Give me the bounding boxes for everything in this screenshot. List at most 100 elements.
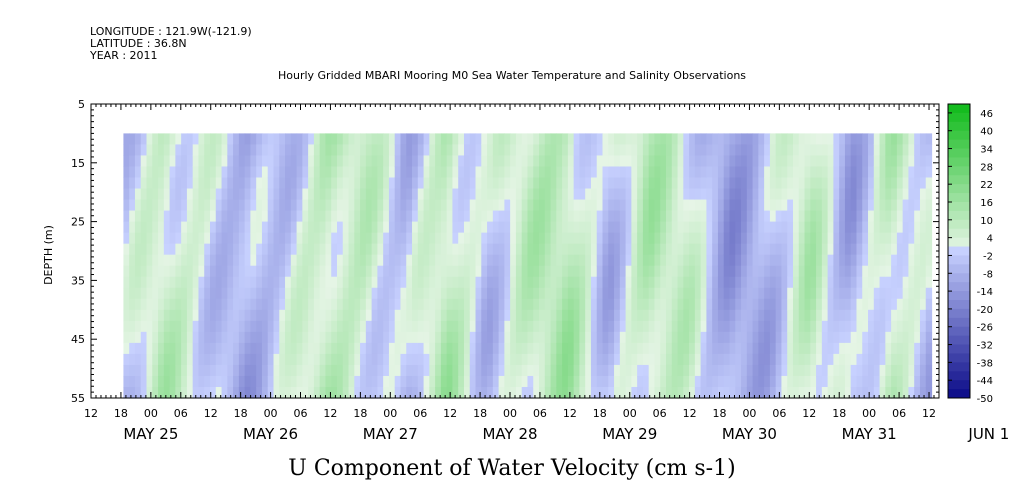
heatmap-cell: [821, 210, 829, 223]
heatmap-cell: [816, 331, 823, 344]
heatmap-cell: [435, 331, 442, 344]
heatmap-cell: [463, 144, 471, 157]
heatmap-cell: [746, 144, 754, 157]
heatmap-cell: [285, 298, 292, 311]
heatmap-cell: [637, 188, 644, 201]
heatmap-cell: [533, 298, 540, 311]
heatmap-cell: [590, 386, 598, 399]
heatmap-cell: [400, 320, 407, 333]
heatmap-cell: [331, 375, 338, 388]
heatmap-cell: [908, 144, 915, 157]
heatmap-cell: [435, 188, 442, 201]
heatmap-cell: [896, 320, 904, 333]
heatmap-cell: [233, 265, 240, 278]
heatmap-cell: [475, 364, 482, 377]
colorbar-segment: [948, 291, 970, 301]
heatmap-cell: [152, 364, 159, 377]
heatmap-cell: [833, 342, 840, 355]
heatmap-cell: [868, 254, 875, 267]
heatmap-cell: [527, 265, 534, 278]
heatmap-cell: [342, 133, 350, 146]
heatmap-cell: [902, 199, 910, 212]
heatmap-cell: [637, 221, 644, 234]
heatmap-cell: [798, 276, 806, 289]
heatmap-cell: [735, 353, 742, 366]
heatmap-cell: [360, 144, 367, 157]
heatmap-cell: [631, 210, 638, 223]
heatmap-cell: [792, 177, 800, 190]
heatmap-cell: [902, 232, 910, 245]
heatmap-cell: [163, 188, 171, 201]
heatmap-cell: [787, 309, 794, 322]
heatmap-cell: [746, 309, 754, 322]
heatmap-cell: [406, 221, 413, 234]
heatmap-cell: [221, 353, 228, 366]
heatmap-cell: [896, 210, 904, 223]
heatmap-cell: [481, 276, 488, 289]
heatmap-cell: [325, 210, 332, 223]
heatmap-cell: [238, 353, 246, 366]
heatmap-cell: [204, 331, 211, 344]
heatmap-cell: [683, 254, 690, 267]
heatmap-cell: [250, 221, 257, 234]
heatmap-cell: [619, 342, 627, 355]
heatmap-cell: [625, 375, 632, 388]
heatmap-cell: [261, 144, 269, 157]
heatmap-cell: [163, 265, 171, 278]
x-date-label: MAY 29: [602, 425, 657, 443]
heatmap-cell: [775, 210, 783, 223]
heatmap-cell: [712, 287, 719, 300]
heatmap-cell: [515, 232, 523, 245]
heatmap-cell: [146, 133, 153, 146]
heatmap-cell: [296, 188, 303, 201]
heatmap-cell: [158, 342, 165, 355]
heatmap-cell: [850, 309, 858, 322]
heatmap-cell: [244, 287, 252, 300]
heatmap-cell: [250, 342, 257, 355]
heatmap-cell: [452, 177, 459, 190]
x-tick-label: 00: [144, 407, 158, 420]
heatmap-cell: [140, 309, 148, 322]
heatmap-cell: [504, 254, 511, 267]
heatmap-cell: [463, 221, 471, 234]
heatmap-cell: [186, 287, 194, 300]
heatmap-cell: [423, 320, 430, 333]
heatmap-cell: [787, 210, 794, 223]
heatmap-cell: [319, 353, 327, 366]
heatmap-cell: [567, 287, 575, 300]
heatmap-cell: [741, 353, 748, 366]
heatmap-cell: [181, 188, 188, 201]
heatmap-cell: [371, 221, 378, 234]
heatmap-cell: [394, 320, 402, 333]
heatmap-cell: [700, 342, 707, 355]
heatmap-cell: [694, 353, 702, 366]
heatmap-cell: [590, 342, 598, 355]
heatmap-cell: [244, 353, 252, 366]
heatmap-cell: [533, 386, 540, 399]
heatmap-cell: [804, 199, 811, 212]
heatmap-cell: [123, 133, 130, 146]
heatmap-cell: [169, 298, 176, 311]
heatmap-cell: [839, 364, 846, 377]
heatmap-cell: [579, 243, 586, 256]
heatmap-cell: [648, 298, 656, 311]
heatmap-cell: [504, 133, 511, 146]
heatmap-cell: [758, 144, 765, 157]
heatmap-cell: [140, 133, 148, 146]
heatmap-cell: [354, 298, 361, 311]
heatmap-cell: [925, 342, 933, 355]
heatmap-cell: [302, 243, 309, 256]
heatmap-cell: [123, 320, 130, 333]
heatmap-cell: [134, 375, 142, 388]
heatmap-cell: [423, 298, 430, 311]
heatmap-cell: [666, 199, 673, 212]
heatmap-cell: [752, 364, 759, 377]
heatmap-cell: [250, 199, 257, 212]
heatmap-cell: [862, 232, 869, 245]
heatmap-cell: [400, 221, 407, 234]
heatmap-cell: [792, 353, 800, 366]
heatmap-cell: [775, 309, 783, 322]
heatmap-cell: [712, 320, 719, 333]
heatmap-cell: [550, 243, 557, 256]
heatmap-cell: [238, 177, 246, 190]
